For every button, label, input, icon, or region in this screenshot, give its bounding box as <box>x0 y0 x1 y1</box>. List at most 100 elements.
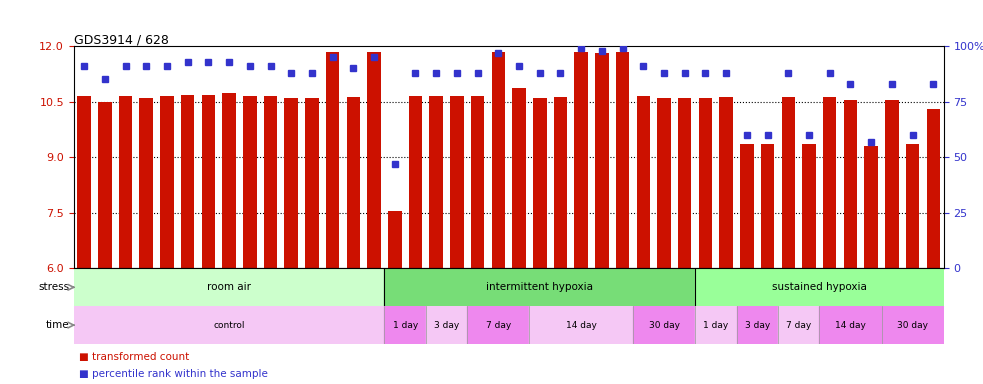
Bar <box>820 306 882 344</box>
Text: GSM215686: GSM215686 <box>620 271 625 308</box>
Bar <box>740 144 754 268</box>
Bar <box>284 98 298 268</box>
Text: GSM215687: GSM215687 <box>641 271 646 308</box>
Bar <box>78 96 90 268</box>
Text: GSM215684: GSM215684 <box>579 271 584 308</box>
Bar <box>823 97 837 268</box>
Bar <box>222 93 236 268</box>
Bar <box>633 306 695 344</box>
Bar <box>530 306 633 344</box>
Bar <box>492 51 505 268</box>
Text: GSM215693: GSM215693 <box>765 271 770 308</box>
Text: GSM215671: GSM215671 <box>310 271 315 308</box>
Text: GSM215672: GSM215672 <box>330 271 335 308</box>
Bar <box>368 51 380 268</box>
Bar <box>384 268 695 306</box>
Bar <box>202 95 215 268</box>
Text: GSM215692: GSM215692 <box>744 271 749 308</box>
Bar <box>678 98 691 268</box>
Bar <box>471 96 485 268</box>
Bar <box>699 98 713 268</box>
Text: GSM215666: GSM215666 <box>205 271 211 308</box>
Text: GSM215662: GSM215662 <box>123 271 128 308</box>
Bar <box>695 268 944 306</box>
Bar <box>305 98 318 268</box>
Text: 3 day: 3 day <box>745 321 770 329</box>
Text: GSM215674: GSM215674 <box>372 271 376 308</box>
Bar <box>553 97 567 268</box>
Text: ■ percentile rank within the sample: ■ percentile rank within the sample <box>79 369 267 379</box>
Bar <box>778 306 820 344</box>
Text: room air: room air <box>207 282 251 292</box>
Text: GSM215688: GSM215688 <box>662 271 666 308</box>
Text: sustained hypoxia: sustained hypoxia <box>772 282 867 292</box>
Bar <box>512 88 526 268</box>
Bar <box>347 97 360 268</box>
Text: GSM215699: GSM215699 <box>890 271 895 308</box>
Text: 7 day: 7 day <box>786 321 811 329</box>
Bar <box>450 96 464 268</box>
Text: GSM215667: GSM215667 <box>226 271 232 308</box>
Bar <box>658 98 670 268</box>
Text: 14 day: 14 day <box>566 321 597 329</box>
Text: GSM215680: GSM215680 <box>495 271 501 308</box>
Text: 30 day: 30 day <box>649 321 679 329</box>
Bar <box>467 306 530 344</box>
Text: GSM215697: GSM215697 <box>848 271 853 308</box>
Text: GSM215675: GSM215675 <box>392 271 397 308</box>
Text: GSM215665: GSM215665 <box>185 271 190 308</box>
Bar <box>781 97 795 268</box>
Text: GSM215670: GSM215670 <box>289 271 294 308</box>
Bar <box>426 306 467 344</box>
Text: GSM215700: GSM215700 <box>910 271 915 308</box>
Text: control: control <box>213 321 245 329</box>
Bar <box>326 51 339 268</box>
Text: GSM215690: GSM215690 <box>703 271 708 308</box>
Text: GSM215676: GSM215676 <box>413 271 418 308</box>
Bar <box>802 144 816 268</box>
Text: GSM215673: GSM215673 <box>351 271 356 308</box>
Bar <box>140 98 153 268</box>
Bar <box>906 144 919 268</box>
Bar <box>885 100 898 268</box>
Bar <box>119 96 133 268</box>
Text: GSM215661: GSM215661 <box>102 271 107 308</box>
Bar <box>384 306 426 344</box>
Text: GSM215677: GSM215677 <box>434 271 438 308</box>
Bar <box>181 95 195 268</box>
Bar <box>574 51 588 268</box>
Bar <box>864 146 878 268</box>
Text: GSM215685: GSM215685 <box>600 271 605 308</box>
Text: 1 day: 1 day <box>392 321 418 329</box>
Bar <box>882 306 944 344</box>
Text: time: time <box>46 320 70 330</box>
Text: GSM215663: GSM215663 <box>144 271 148 308</box>
Text: 14 day: 14 day <box>835 321 866 329</box>
Text: GSM215678: GSM215678 <box>454 271 459 308</box>
Bar <box>736 306 778 344</box>
Text: GSM215679: GSM215679 <box>475 271 480 308</box>
Bar <box>695 306 736 344</box>
Bar <box>430 96 443 268</box>
Text: GSM215682: GSM215682 <box>538 271 543 308</box>
Text: stress: stress <box>38 282 70 292</box>
Bar <box>843 100 857 268</box>
Text: GSM215691: GSM215691 <box>723 271 728 308</box>
Bar <box>761 144 775 268</box>
Bar <box>720 97 733 268</box>
Text: GSM215668: GSM215668 <box>248 271 253 308</box>
Bar <box>263 96 277 268</box>
Text: GSM215698: GSM215698 <box>869 271 874 308</box>
Text: GSM215681: GSM215681 <box>516 271 522 308</box>
Text: GSM215701: GSM215701 <box>931 271 936 308</box>
Bar <box>160 96 174 268</box>
Bar <box>595 53 608 268</box>
Text: GSM215660: GSM215660 <box>82 271 87 308</box>
Bar <box>927 109 940 268</box>
Text: intermittent hypoxia: intermittent hypoxia <box>487 282 594 292</box>
Bar <box>637 96 650 268</box>
Bar <box>616 51 629 268</box>
Bar <box>533 98 547 268</box>
Bar <box>74 268 384 306</box>
Text: GSM215694: GSM215694 <box>785 271 791 308</box>
